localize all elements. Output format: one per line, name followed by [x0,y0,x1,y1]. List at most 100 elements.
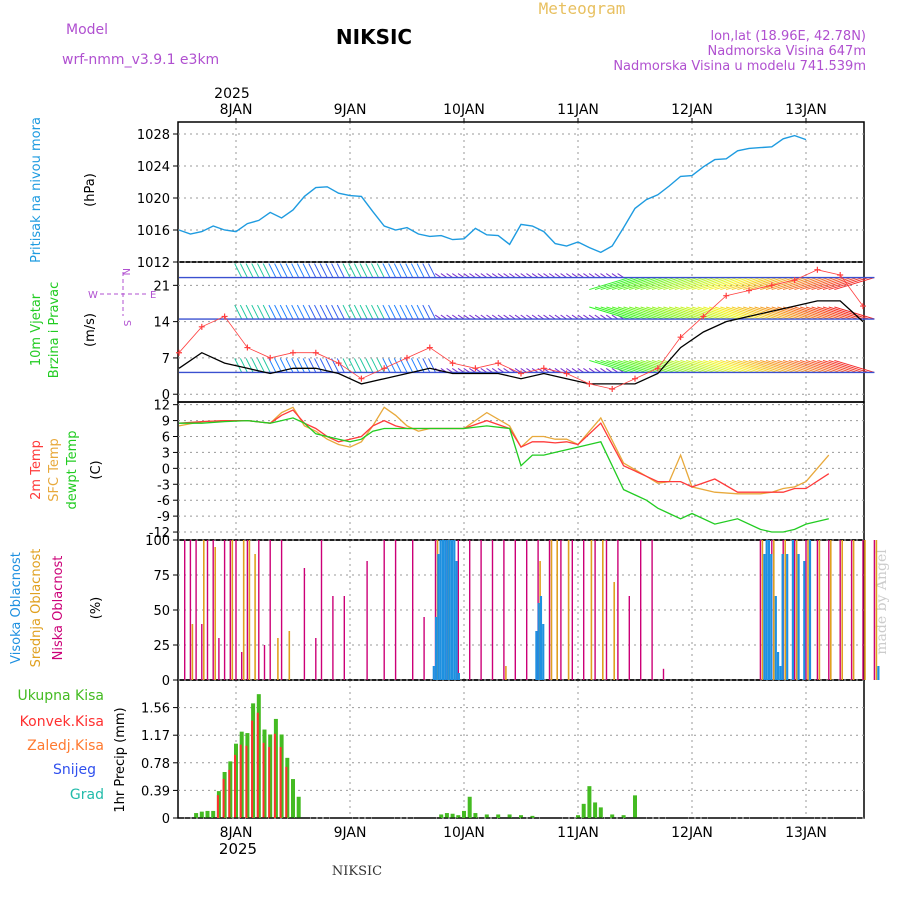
wind-barb [611,359,653,373]
wind-barb [743,359,784,373]
wind-barb [794,277,835,291]
wind-barb [777,277,818,291]
wind-barb [651,359,693,373]
bottom-day-label: 9JAN [334,825,367,841]
wind-barb [834,277,875,291]
wind-barb [229,305,236,319]
wind-barb [336,263,345,278]
wind-barb [376,358,385,373]
wind-barb [594,277,636,291]
wind-barb [703,277,744,291]
wind-barb [388,304,397,320]
wind-barb [686,359,727,373]
bottom-day-label: 11JAN [557,825,599,841]
temp-axis-tick-label: 0 [162,462,170,477]
precip-total-bar [450,813,455,818]
temp-2m-line [178,409,830,493]
wind-axis-tick-label: 0 [162,388,170,403]
precip-conv-bar [222,778,225,818]
wind-barb [634,359,676,373]
wind-barb [206,264,213,278]
precip-label-total: Ukupna Kisa [17,688,104,704]
wind-barb [754,359,795,373]
precip-total-bar [593,802,598,818]
cloud-axis-tick-label: 50 [153,604,170,619]
wind-barb [725,277,767,291]
temp-label-2m: 2m Temp [29,440,44,500]
wind-barb [296,358,305,373]
precip-total-bar [439,814,444,818]
top-day-label: 13JAN [785,102,827,118]
wind-barb [657,306,698,320]
wind-barb [834,359,875,373]
wind-barb [251,263,260,278]
wind-barb [353,358,362,373]
wind-barb [657,277,698,291]
wind-barb [714,359,755,373]
wind-barb [691,277,733,291]
wind-barb [788,277,829,291]
precip-total-bar [296,796,301,818]
wind-barb [302,358,311,373]
wind-barb [359,263,368,278]
wind-barb [422,358,431,373]
wind-barb [651,306,693,320]
wind-barb [646,306,687,320]
wind-barb [629,277,670,291]
precip-label-hail: Grad [70,787,104,803]
temp-axis-tick-label: 12 [153,399,170,414]
wind-barb [640,277,681,291]
wind-barb [623,277,664,291]
wind-barb [257,263,265,278]
wind-barb [737,277,778,291]
wind-barb [410,304,419,320]
wind-barb [765,306,807,320]
wind-barb [811,359,852,373]
wind-barb [617,359,658,373]
wind-barb [617,277,658,291]
wind-barb [422,263,431,278]
wind-barb [245,358,254,373]
wind-barb [245,304,254,320]
wind-barb [794,306,835,320]
wind-barb [393,263,402,278]
wind-barb [748,359,790,373]
precip-total-bar [581,803,586,818]
precip-total-bar [211,810,216,818]
wind-barb [708,306,750,320]
wind-barb [748,306,790,320]
top-day-label: 11JAN [557,102,599,118]
wind-barb [206,358,213,372]
wind-barb [234,358,243,373]
wind-barb [239,263,248,278]
wind-barb [410,358,419,373]
temp-axis-tick-label: -6 [157,494,170,509]
cloud-label-low: Niska Oblacnost [51,556,66,661]
wind-barb [285,304,294,320]
precip-total-bar [598,807,603,818]
wind-barb [388,263,397,278]
wind-barb [817,359,858,373]
wind-barb [314,358,322,373]
wind-barb [353,263,362,278]
wind-barb [274,358,283,373]
wind-barb [382,263,391,278]
precip-label-frz: Zaledj.Kisa [27,738,104,754]
wind-barb [376,263,385,278]
top-day-label: 8JAN [220,102,253,118]
wind-barb [239,304,248,320]
top-day-label: 9JAN [334,102,367,118]
wind-barb [697,306,738,320]
wind-barb [782,306,824,320]
wind-barb [342,263,351,278]
precip-total-bar [462,810,466,818]
wind-direction-legend: W E N S [88,268,156,326]
pressure-axis-tick-label: 1028 [137,128,170,143]
wind-barb [765,359,807,373]
wind-axis-tick-label: 21 [153,279,170,294]
precip-conv-bar [239,744,242,818]
legend-s: S [121,320,132,326]
wind-barb [262,304,271,320]
wind-barb [606,359,647,373]
wind-barb [800,277,841,291]
